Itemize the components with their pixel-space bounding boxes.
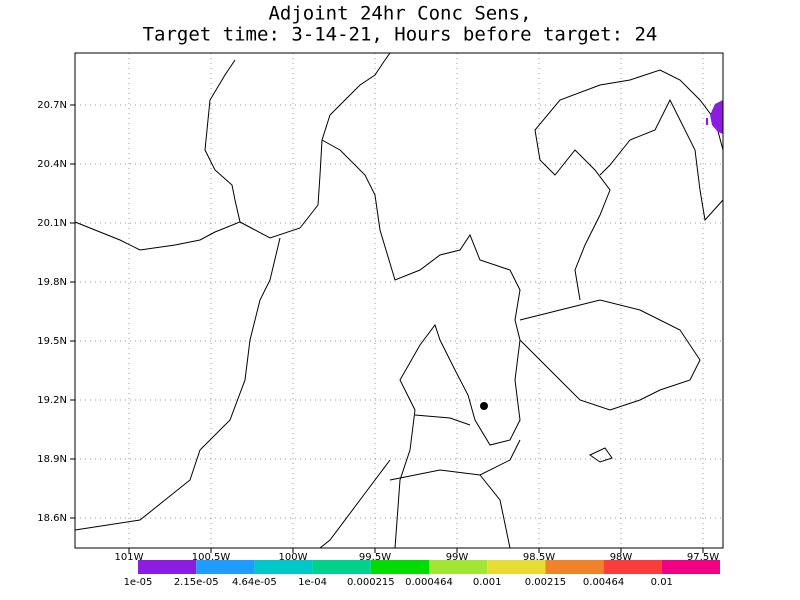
lon-tick-label: 99.5W — [359, 552, 391, 563]
lat-tick-label: 20.1N — [37, 218, 67, 229]
colorbar-box — [138, 560, 197, 574]
state-borders — [74, 52, 724, 549]
colorbar-label: 0.00215 — [525, 577, 566, 588]
lat-tick-label: 19.5N — [37, 336, 67, 347]
lon-tick-label: 98.5W — [523, 552, 555, 563]
colorbar-label: 1e-05 — [124, 577, 153, 588]
lon-tick-label: 100.5W — [192, 552, 231, 563]
colorbar-label: 2.15e-05 — [174, 577, 219, 588]
lat-tick-label: 19.8N — [37, 277, 67, 288]
colorbar-box — [370, 560, 429, 574]
colorbar-box — [487, 560, 546, 574]
colorbar-box — [603, 560, 662, 574]
lat-tick-label: 18.9N — [37, 454, 67, 465]
grid — [75, 53, 723, 548]
colorbar-label: 0.000215 — [347, 577, 395, 588]
lat-tick-label: 20.4N — [37, 159, 67, 170]
colorbar-label: 0.00464 — [583, 577, 624, 588]
colorbar-label: 1e-04 — [298, 577, 327, 588]
lat-tick-label: 20.7N — [37, 100, 67, 111]
title-line: Target time: 3-14-21, Hours before targe… — [143, 24, 658, 46]
colorbar-label: 4.64e-05 — [232, 577, 277, 588]
colorbar-box — [196, 560, 255, 574]
colorbar-box — [429, 560, 488, 574]
target-point — [480, 402, 488, 410]
lon-tick-label: 99W — [446, 552, 469, 563]
sensitivity-area — [710, 100, 723, 134]
colorbar-label: 0.001 — [473, 577, 502, 588]
colorbar-box — [312, 560, 371, 574]
axes: 20.7N 20.4N 20.1N 19.8N 19.5N 19.2N 18.9N 18.6N… — [37, 100, 719, 563]
colorbar-box — [254, 560, 313, 574]
colorbar: 1e-05 2.15e-05 4.64e-05 1e-04 0.000215 0.0004… — [124, 560, 720, 588]
colorbar-box — [545, 560, 604, 574]
lon-tick-label: 100W — [279, 552, 308, 563]
colorbar-label: 0.000464 — [405, 577, 453, 588]
lat-tick-label: 18.6N — [37, 513, 67, 524]
colorbar-box — [661, 560, 720, 574]
plot-frame — [74, 52, 724, 549]
title-line: Adjoint 24hr Conc Sens, — [268, 3, 531, 25]
lon-tick-label: 101W — [115, 552, 144, 563]
sensitivity-area — [706, 118, 708, 125]
lon-tick-label: 97.5W — [687, 552, 719, 563]
colorbar-label: 0.01 — [651, 577, 673, 588]
lat-tick-label: 19.2N — [37, 395, 67, 406]
lon-tick-label: 98W — [610, 552, 633, 563]
